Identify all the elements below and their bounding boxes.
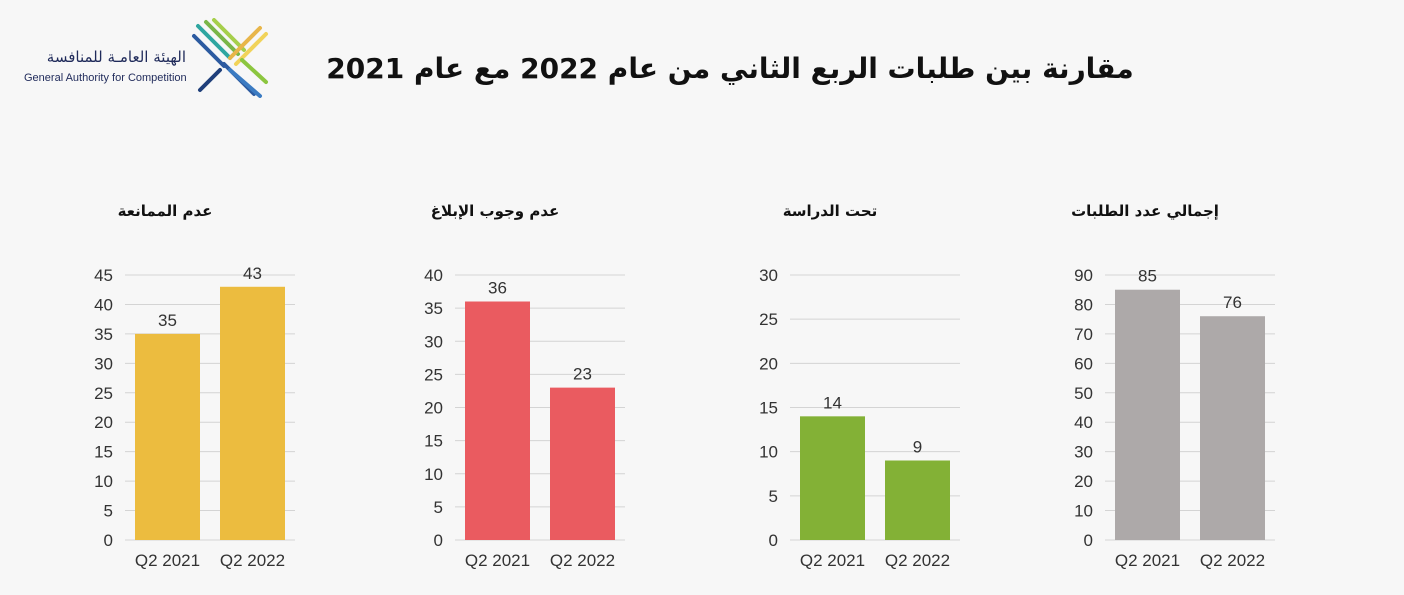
bar	[135, 333, 200, 540]
y-tick-label: 20	[94, 413, 113, 432]
y-tick-label: 90	[1074, 266, 1093, 285]
y-tick-label: 5	[434, 498, 443, 517]
bar-chart-under-review: 0 5 10 15 20 25 30 14 Q2 2021 9 Q2 2022	[759, 266, 960, 570]
y-tick-label: 50	[1074, 384, 1093, 403]
y-tick-label: 45	[94, 266, 113, 285]
bar	[550, 387, 615, 540]
y-tick-label: 20	[424, 399, 443, 418]
y-tick-label: 80	[1074, 295, 1093, 314]
x-tick-label: Q2 2022	[885, 551, 950, 570]
data-label: 23	[573, 365, 592, 384]
bar	[800, 416, 865, 540]
y-tick-label: 10	[759, 443, 778, 462]
bar	[1200, 316, 1265, 540]
data-label: 14	[823, 393, 842, 412]
y-tick-label: 0	[769, 531, 778, 550]
bar	[1115, 289, 1180, 540]
y-tick-label: 70	[1074, 325, 1093, 344]
y-tick-label: 60	[1074, 354, 1093, 373]
bar-chart-total-requests: 0 10 20 30 40 50 60 70 80 90 85 Q2 2021 76 Q2 2022	[1074, 266, 1275, 570]
y-tick-label: 40	[1074, 413, 1093, 432]
chart-panel-under-review: تحت الدراسة 0 5 10 15 20 25 30 14 Q2 2021 9 Q2 202…	[695, 190, 965, 590]
bar-chart-no-objection: 0 5 10 15 20 25 30 35 40 45 35 Q2 2021 43 Q2 2022	[94, 264, 295, 570]
y-tick-label: 0	[434, 531, 443, 550]
y-tick-label: 25	[759, 310, 778, 329]
chart-panel-total-requests: إجمالي عدد الطلبات 0 10 20 30 40 50 60 70 80 90 85…	[1010, 190, 1280, 590]
y-tick-label: 15	[424, 432, 443, 451]
y-tick-label: 15	[94, 443, 113, 462]
y-tick-label: 25	[424, 365, 443, 384]
logo: الهيئة العامـة للمنافسة General Authorit…	[18, 18, 278, 98]
bar	[465, 301, 530, 540]
data-label: 36	[488, 279, 507, 298]
y-tick-label: 20	[759, 354, 778, 373]
page-title: مقارنة بين طلبات الربع الثاني من عام 202…	[326, 52, 1134, 85]
x-tick-label: Q2 2021	[1115, 551, 1180, 570]
y-tick-label: 30	[94, 354, 113, 373]
data-label: 85	[1138, 267, 1157, 286]
y-tick-label: 10	[94, 472, 113, 491]
bar-chart-no-notification: 0 5 10 15 20 25 30 35 40 36 Q2 2021 23 Q2 2022	[424, 266, 625, 570]
y-tick-label: 35	[424, 299, 443, 318]
y-tick-label: 30	[1074, 443, 1093, 462]
y-tick-label: 30	[424, 332, 443, 351]
x-tick-label: Q2 2022	[550, 551, 615, 570]
chart-panel-no-objection: عدم الممانعة 0 5 10 15 20 25 30 35 40 45 35 Q2 2021…	[30, 190, 300, 590]
chart-title: عدم الممانعة	[117, 202, 213, 220]
y-tick-label: 5	[104, 502, 113, 521]
y-tick-label: 15	[759, 399, 778, 418]
y-tick-label: 30	[759, 266, 778, 285]
chart-title: تحت الدراسة	[782, 202, 878, 220]
y-tick-label: 0	[104, 531, 113, 550]
bar	[220, 286, 285, 540]
x-tick-label: Q2 2021	[800, 551, 865, 570]
y-tick-label: 10	[1074, 502, 1093, 521]
y-tick-label: 10	[424, 465, 443, 484]
y-tick-label: 0	[1084, 531, 1093, 550]
data-label: 76	[1223, 293, 1242, 312]
data-label: 9	[913, 438, 922, 457]
bar	[885, 460, 950, 540]
x-tick-label: Q2 2021	[465, 551, 530, 570]
y-tick-label: 40	[94, 295, 113, 314]
y-tick-label: 40	[424, 266, 443, 285]
data-label: 35	[158, 311, 177, 330]
chart-title: إجمالي عدد الطلبات	[1071, 202, 1219, 220]
y-tick-label: 35	[94, 325, 113, 344]
y-tick-label: 25	[94, 384, 113, 403]
y-tick-label: 20	[1074, 472, 1093, 491]
data-label: 43	[243, 264, 262, 283]
chart-title: عدم وجوب الإبلاغ	[430, 202, 560, 220]
x-tick-label: Q2 2022	[1200, 551, 1265, 570]
chart-panel-no-notification: عدم وجوب الإبلاغ 0 5 10 15 20 25 30 35 40 36 Q2 20…	[360, 190, 630, 590]
logo-text-english: General Authority for Competition	[24, 72, 187, 84]
logo-mark-icon	[192, 18, 268, 98]
y-tick-label: 5	[769, 487, 778, 506]
x-tick-label: Q2 2021	[135, 551, 200, 570]
logo-text-arabic: الهيئة العامـة للمنافسة	[46, 48, 186, 66]
x-tick-label: Q2 2022	[220, 551, 285, 570]
